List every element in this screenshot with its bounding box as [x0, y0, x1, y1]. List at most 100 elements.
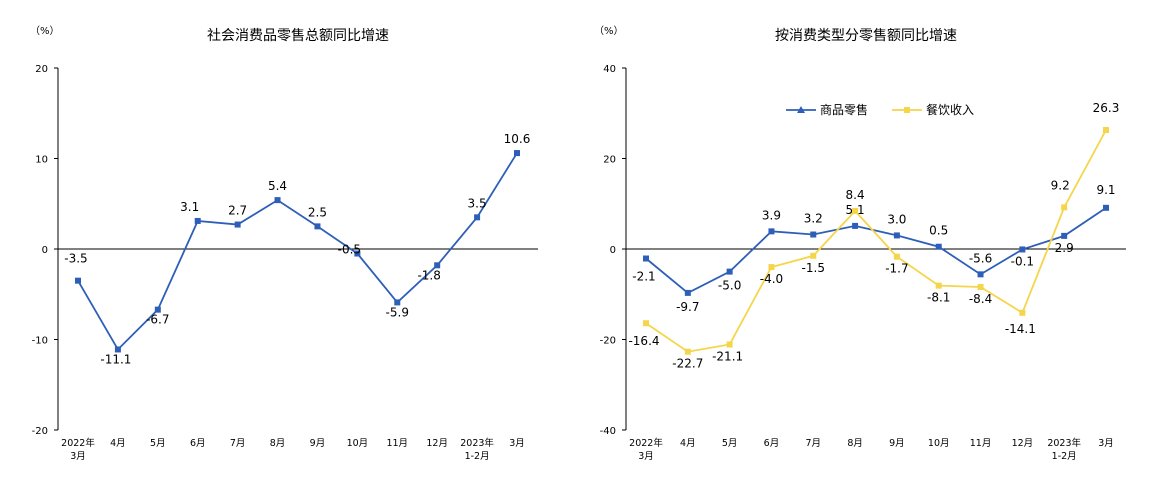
chart2-category-label: 3月 [1098, 438, 1114, 449]
chart1-data-label: -3.5 [64, 252, 87, 266]
chart1-category-label: 6月 [190, 438, 206, 449]
chart1-category-label: 4月 [110, 438, 126, 449]
chart2-data-point [1061, 232, 1068, 239]
chart2-ytick-label: 0 [610, 245, 616, 256]
chart2-ytick-label: 40 [603, 64, 616, 75]
chart1-title: 社会消费品零售总额同比增速 [207, 28, 389, 44]
chart2-data-label: 8.4 [846, 188, 865, 202]
chart1-data-point [314, 223, 321, 230]
chart1-data-point [394, 299, 401, 306]
chart1-data-label: 5.4 [268, 179, 287, 193]
consumption-type-chart: 按消费类型分零售额同比增速 （%） 40 20 0 -20 -40 2022年 3月 4月 5月… [594, 25, 1126, 462]
chart2-data-point [768, 228, 775, 235]
chart2-data-point [977, 271, 984, 278]
retail-sales-chart: 社会消费品零售总额同比增速 （%） 20 10 0 -10 -20 2022年 3月 4月 5月… [30, 25, 538, 462]
chart2-data-point [1103, 126, 1109, 133]
chart2-data-point [935, 243, 942, 250]
chart1-data-label: -0.5 [338, 243, 361, 257]
chart2-data-point [643, 255, 649, 262]
chart2-category-label: 1-2月 [1052, 451, 1077, 462]
chart2-data-label: 3.2 [804, 212, 823, 226]
chart1-data-point [514, 150, 520, 157]
chart2-data-point [684, 289, 691, 296]
chart2-data-label: 3.0 [887, 212, 906, 226]
chart1-category-label: 3月 [509, 438, 525, 449]
chart1-data-label: -1.8 [417, 268, 440, 282]
chart2-data-label: -22.7 [672, 357, 703, 371]
chart1-category-label: 5月 [150, 438, 166, 449]
chart2-title: 按消费类型分零售额同比增速 [775, 28, 957, 44]
chart1-data-point [234, 221, 241, 228]
chart1-data-label: 2.7 [228, 204, 247, 218]
chart2-category-label: 3月 [638, 451, 654, 462]
chart1-category-label: 11月 [386, 438, 408, 449]
chart2-legend-marker [904, 107, 910, 113]
chart2-category-label: 6月 [764, 438, 780, 449]
chart2-data-label: -5.6 [969, 251, 992, 265]
chart2-data-label: -14.1 [1005, 322, 1036, 336]
chart1-data-label: -5.9 [386, 305, 409, 319]
chart1-data-label: 10.6 [504, 132, 531, 146]
chart1-category-label: 2023年 [460, 437, 494, 449]
chart1-data-point [354, 250, 361, 257]
chart2-category-label: 5月 [722, 438, 738, 449]
chart1-unit-label: （%） [30, 25, 60, 37]
chart2-data-point [935, 282, 942, 289]
chart2-data-point [1103, 204, 1109, 211]
chart1-category-label: 8月 [270, 438, 286, 449]
chart1-series-line-1 [77, 152, 518, 351]
chart1-category-label: 7月 [230, 438, 246, 449]
chart1-data-point [474, 214, 481, 221]
chart2-data-label: -8.1 [927, 291, 950, 305]
chart2-data-point [726, 341, 733, 348]
chart1-ytick-label: -20 [32, 426, 48, 437]
chart1-category-label: 1-2月 [465, 451, 490, 462]
chart2-data-point [893, 232, 900, 239]
chart2-category-label: 10月 [928, 438, 950, 449]
chart2-data-label: -0.1 [1011, 254, 1034, 268]
chart2-data-point [810, 231, 817, 238]
chart2-data-point [1061, 204, 1068, 211]
chart2-data-label: -1.5 [802, 261, 825, 275]
chart2-data-point [893, 253, 900, 260]
chart2-category-label: 11月 [970, 438, 992, 449]
chart2-data-label: -4.0 [760, 272, 783, 286]
chart2-category-label: 2022年 [629, 437, 663, 449]
chart2-data-point [768, 264, 775, 271]
chart1-data-point [114, 346, 121, 353]
chart2-data-point [977, 284, 984, 291]
chart2-data-label: 26.3 [1093, 101, 1120, 115]
chart2-series-line-2 [645, 129, 1107, 353]
chart1-ytick-label: -10 [32, 336, 48, 347]
chart2-category-label: 7月 [805, 438, 821, 449]
chart2-data-label: -2.1 [632, 270, 655, 284]
chart1-ytick-label: 0 [42, 245, 48, 256]
chart1-ytick-label: 10 [35, 155, 48, 166]
chart1-data-label: 3.1 [180, 200, 199, 214]
chart1-data-label: 3.5 [468, 196, 487, 210]
chart2-data-label: 9.2 [1051, 178, 1070, 192]
chart2-ytick-label: -20 [600, 336, 616, 347]
chart2-ytick-label: -40 [600, 426, 616, 437]
chart2-legend-label: 餐饮收入 [926, 102, 974, 117]
chart1-ytick-label: 20 [35, 64, 48, 75]
chart1-category-label: 10月 [347, 438, 369, 449]
chart1-category-label: 3月 [70, 451, 86, 462]
chart1-data-point [75, 277, 81, 284]
chart2-data-point [684, 348, 691, 355]
chart2-data-label: 2.9 [1055, 241, 1074, 255]
chart2-data-point [852, 222, 859, 229]
chart2-category-label: 2023年 [1047, 437, 1081, 449]
chart2-data-label: 0.5 [929, 224, 948, 238]
chart2-legend-label: 商品零售 [820, 102, 868, 117]
chart1-data-label: -6.7 [146, 313, 169, 327]
chart1-data-label: 2.5 [308, 205, 327, 219]
chart1-data-point [194, 217, 201, 224]
chart2-data-label: -1.7 [885, 262, 908, 276]
chart1-category-label: 9月 [310, 438, 326, 449]
chart2-data-label: -9.7 [676, 300, 699, 314]
chart2-category-label: 12月 [1012, 438, 1034, 449]
chart1-category-label: 12月 [426, 438, 448, 449]
chart1-category-label: 2022年 [61, 437, 95, 449]
